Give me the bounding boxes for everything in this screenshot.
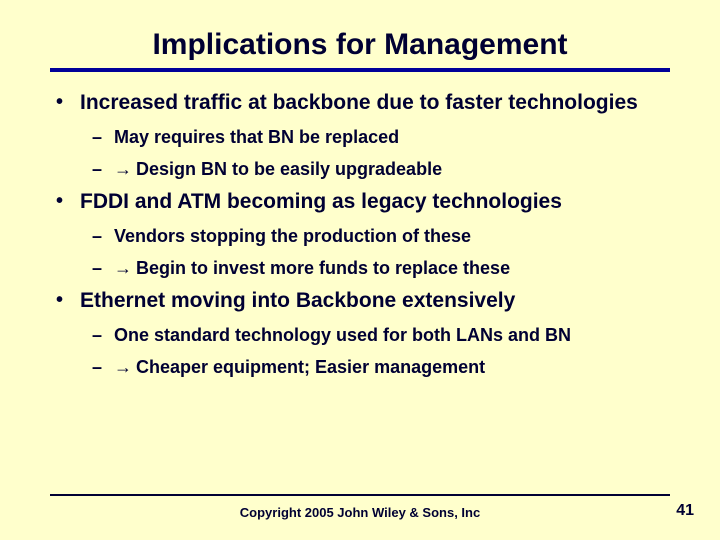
sub-bullet-item: – May requires that BN be replaced [92, 126, 670, 149]
bullet-text: Increased traffic at backbone due to fas… [80, 90, 670, 116]
dash-icon: – [92, 158, 114, 181]
arrow-icon: → [114, 158, 132, 181]
sub-bullet-text: One standard technology used for both LA… [114, 324, 670, 347]
sub-bullet-label: Design BN to be easily upgradeable [136, 159, 442, 179]
page-number: 41 [676, 502, 694, 520]
arrow-icon: → [114, 356, 132, 379]
footer-rule [50, 494, 670, 496]
bullet-text: FDDI and ATM becoming as legacy technolo… [80, 189, 670, 215]
bullet-text: Ethernet moving into Backbone extensivel… [80, 288, 670, 314]
dash-icon: – [92, 126, 114, 149]
sub-bullet-item: – One standard technology used for both … [92, 324, 670, 347]
dash-icon: – [92, 257, 114, 280]
bullet-dot-icon: • [56, 288, 80, 313]
bullet-dot-icon: • [56, 189, 80, 214]
sub-bullet-label: Cheaper equipment; Easier management [136, 357, 485, 377]
sub-bullet-item: – →Begin to invest more funds to replace… [92, 257, 670, 280]
sub-bullet-item: – Vendors stopping the production of the… [92, 225, 670, 248]
dash-icon: – [92, 356, 114, 379]
sub-bullet-label: Begin to invest more funds to replace th… [136, 258, 510, 278]
sub-bullet-item: – →Design BN to be easily upgradeable [92, 158, 670, 181]
dash-icon: – [92, 324, 114, 347]
slide: Implications for Management • Increased … [0, 0, 720, 540]
bullet-item: • Increased traffic at backbone due to f… [56, 90, 670, 116]
sub-bullet-text: →Design BN to be easily upgradeable [114, 158, 670, 181]
arrow-icon: → [114, 257, 132, 280]
dash-icon: – [92, 225, 114, 248]
slide-content: • Increased traffic at backbone due to f… [50, 90, 670, 379]
sub-bullet-item: – →Cheaper equipment; Easier management [92, 356, 670, 379]
title-underline [50, 68, 670, 72]
sub-bullet-text: May requires that BN be replaced [114, 126, 670, 149]
copyright-text: Copyright 2005 John Wiley & Sons, Inc [0, 505, 720, 520]
slide-title: Implications for Management [50, 28, 670, 68]
sub-bullet-text: →Begin to invest more funds to replace t… [114, 257, 670, 280]
sub-bullet-text: Vendors stopping the production of these [114, 225, 670, 248]
bullet-item: • FDDI and ATM becoming as legacy techno… [56, 189, 670, 215]
bullet-item: • Ethernet moving into Backbone extensiv… [56, 288, 670, 314]
bullet-dot-icon: • [56, 90, 80, 115]
sub-bullet-text: →Cheaper equipment; Easier management [114, 356, 670, 379]
